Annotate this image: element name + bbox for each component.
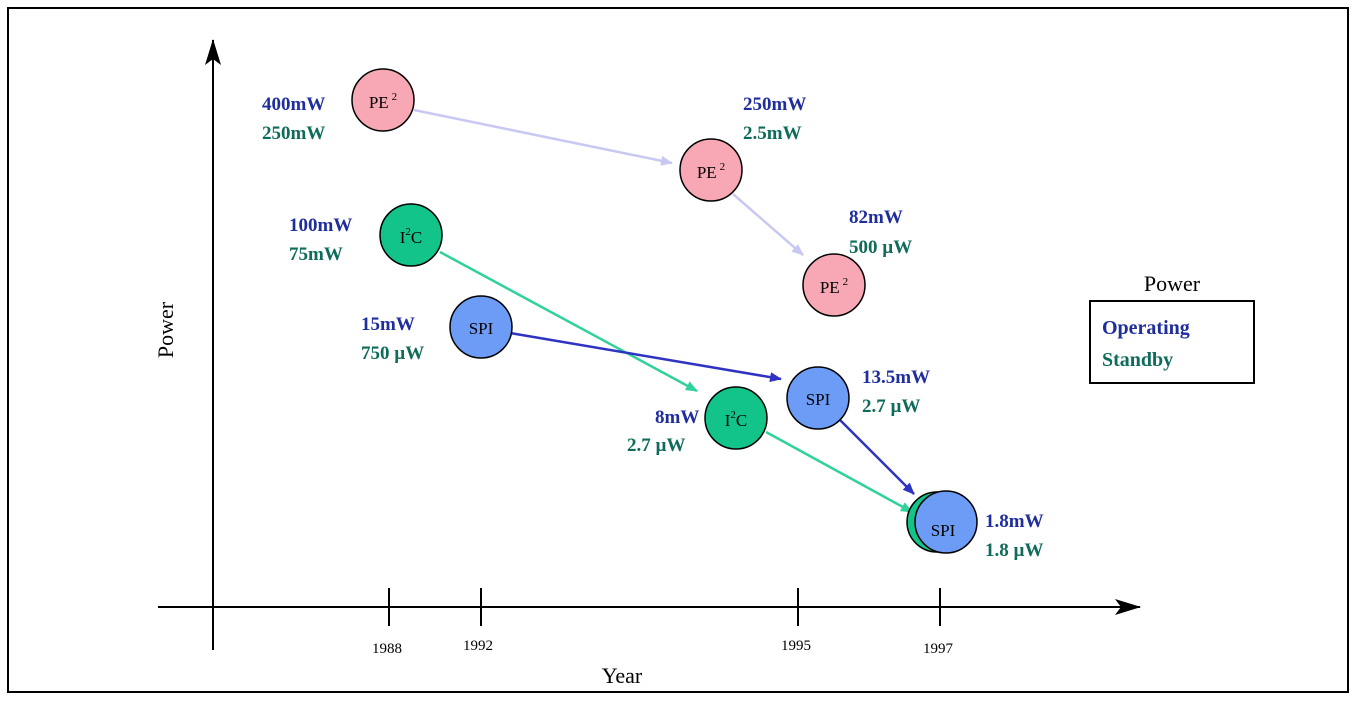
legend-box: [1089, 300, 1255, 384]
legend-standby: Standby: [1102, 349, 1173, 371]
i2c-1988-circle: [379, 203, 443, 267]
i2c-mid-circle: [704, 386, 768, 450]
spi-1997-label: SPI: [931, 521, 956, 540]
y-axis-title: Power: [153, 301, 178, 358]
i2c-1988-operating: 100mW: [289, 215, 352, 236]
pe2-1995-operating: 82mW: [849, 207, 903, 228]
spi-1997-operating: 1.8mW: [985, 511, 1044, 532]
pe2-1995-label: PE 2: [820, 276, 848, 297]
legend-operating: Operating: [1102, 317, 1190, 339]
x-tick-label-1995: 1995: [781, 638, 811, 654]
pe2-1988-circle: [351, 68, 415, 132]
i2c-1988-label: I2C: [400, 226, 423, 247]
x-tick-label-1992: 1992: [463, 638, 493, 654]
legend-title: Power: [1144, 271, 1201, 296]
x-tick-label-1997: 1997: [923, 641, 954, 657]
i2c-mid-standby: 2.7 µW: [627, 435, 685, 456]
i2c-mid-operating: 8mW: [655, 407, 699, 428]
pe2-1988-operating: 400mW: [262, 94, 325, 115]
pe2-mid-standby: 2.5mW: [743, 123, 802, 144]
arrow-spi-1: [509, 331, 782, 383]
spi-1995-circle: [786, 366, 850, 430]
x-axis-title: Year: [602, 663, 643, 688]
arrow-pe2-1: [413, 108, 673, 166]
spi-1992-circle: [449, 295, 513, 359]
pe2-mid-operating: 250mW: [743, 94, 806, 115]
arrow-i2c-1: [439, 250, 698, 393]
pe2-1995-circle: [802, 253, 866, 317]
arrow-spi-2: [837, 417, 915, 495]
spi-1995-label: SPI: [806, 390, 831, 409]
legend: Power Operating Standby: [1089, 271, 1255, 384]
i2c-mid-label: I2C: [725, 409, 748, 430]
x-tick-label-1988: 1988: [372, 641, 402, 657]
spi-1992-label: SPI: [469, 319, 494, 338]
spi-1995-standby: 2.7 µW: [862, 396, 920, 417]
arrow-i2c-2: [765, 430, 913, 514]
spi-1992-standby: 750 µW: [361, 343, 424, 364]
pe2-mid-label: PE 2: [697, 161, 725, 182]
figure-frame: [7, 7, 1349, 693]
arrows: [413, 108, 915, 514]
spi-1997-circle: [914, 490, 978, 554]
pe2-1988-label: PE 2: [369, 91, 397, 112]
spi-1997-standby: 1.8 µW: [985, 540, 1043, 561]
arrow-pe2-2: [732, 193, 804, 256]
spi-1992-operating: 15mW: [361, 314, 415, 335]
pe2-1988-standby: 250mW: [262, 123, 325, 144]
spi-1995-operating: 13.5mW: [862, 367, 930, 388]
i2c-1988-standby: 75mW: [289, 244, 343, 265]
pe2-1995-standby: 500 µW: [849, 237, 912, 258]
pe2-mid-circle: [679, 138, 743, 202]
